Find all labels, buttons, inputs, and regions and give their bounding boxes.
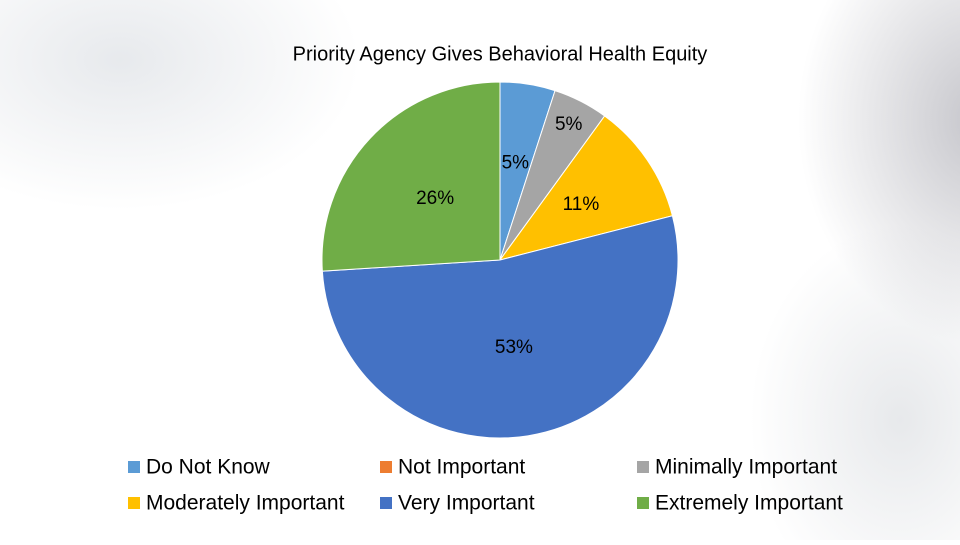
legend-swatch — [380, 461, 392, 473]
legend-swatch — [128, 461, 140, 473]
legend-swatch — [637, 497, 649, 509]
legend-label: Extremely Important — [655, 492, 843, 515]
data-label-unit: % — [582, 194, 599, 215]
pie-slice — [498, 115, 674, 261]
legend-label: Do Not Know — [146, 456, 271, 479]
data-label-unit: % — [512, 152, 529, 173]
legend-label: Minimally Important — [655, 456, 837, 479]
legend-swatch — [128, 497, 140, 509]
data-label-value: 53 — [495, 337, 516, 358]
chart-title: Priority Agency Gives Behavioral Health … — [293, 43, 708, 65]
legend-swatch — [380, 497, 392, 509]
data-label: 5% — [555, 114, 583, 135]
data-label-unit: % — [516, 337, 533, 358]
data-label: 53% — [495, 337, 533, 358]
pie-slice — [321, 81, 501, 272]
data-label-unit: % — [566, 114, 583, 135]
legend-label: Very Important — [398, 492, 535, 515]
data-label: 26% — [416, 188, 454, 209]
data-label-value: 11 — [563, 194, 583, 215]
legend-label: Moderately Important — [146, 492, 345, 515]
data-label-unit: % — [437, 188, 454, 209]
data-label-value: 26 — [416, 188, 437, 209]
data-label-value: 5 — [502, 152, 513, 173]
data-label-value: 5 — [555, 114, 566, 135]
legend-label: Not Important — [398, 456, 525, 479]
legend-swatch — [637, 461, 649, 473]
pie-slice — [321, 215, 679, 439]
data-label: 11% — [563, 194, 600, 215]
data-label: 5% — [502, 152, 530, 173]
